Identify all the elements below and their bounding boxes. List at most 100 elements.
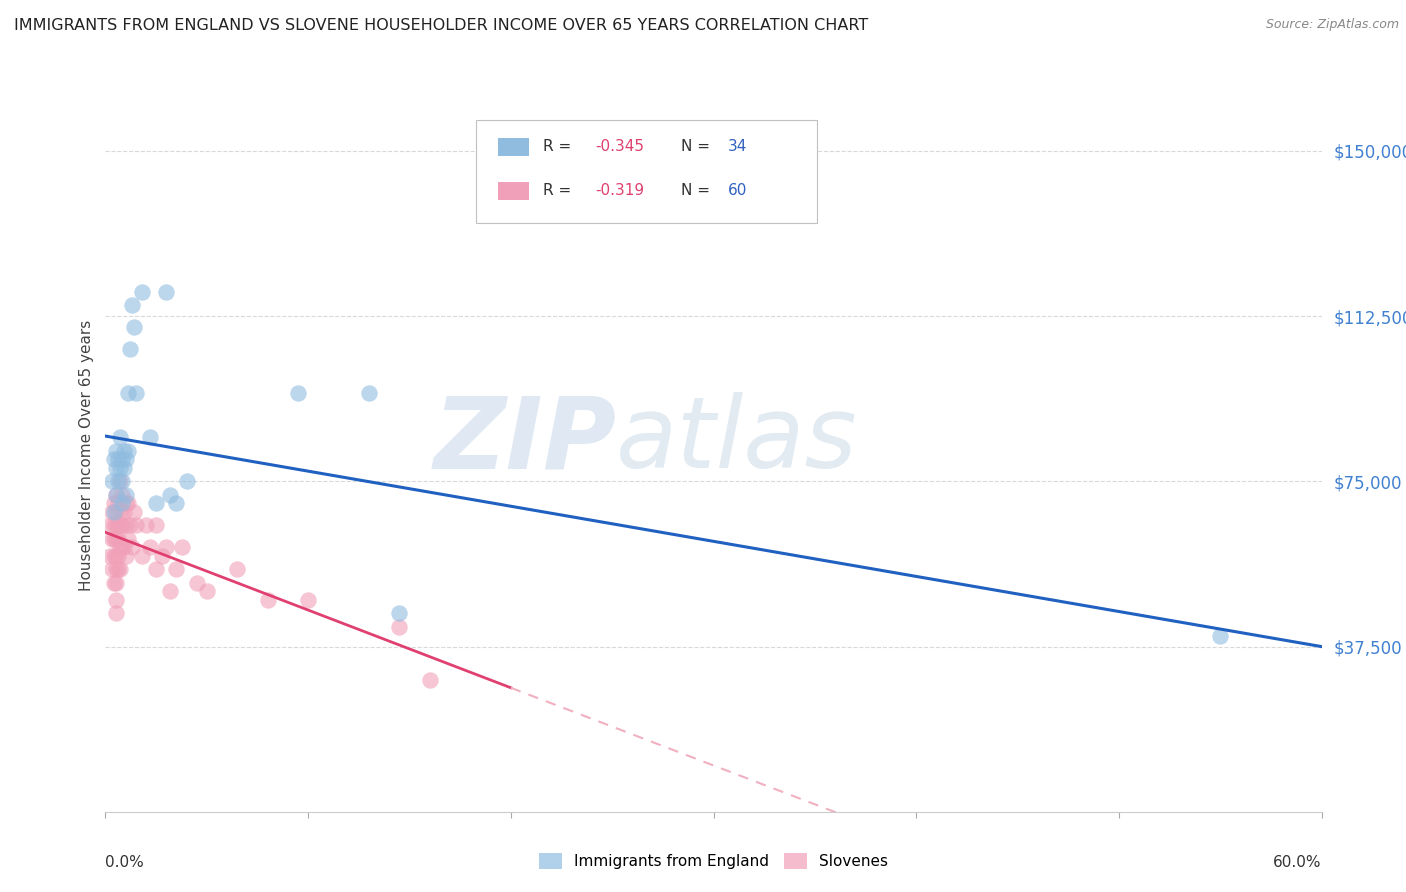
Point <box>104 487 127 501</box>
Point <box>100 562 122 576</box>
Point <box>103 452 125 467</box>
Text: atlas: atlas <box>616 392 858 489</box>
Point <box>155 541 177 555</box>
Point <box>103 549 125 564</box>
Text: 60.0%: 60.0% <box>1274 855 1322 870</box>
Point <box>159 487 181 501</box>
Point <box>111 541 134 555</box>
Point <box>114 496 136 510</box>
Point <box>1209 628 1232 642</box>
Point <box>114 487 136 501</box>
Point <box>145 496 167 510</box>
Point <box>145 562 167 576</box>
Text: N =: N = <box>681 139 714 154</box>
Point <box>103 518 125 533</box>
Point <box>145 518 167 533</box>
Point <box>131 549 153 564</box>
Point <box>226 562 249 576</box>
Point <box>118 342 141 356</box>
Point <box>112 505 135 519</box>
Point <box>150 549 173 564</box>
Point <box>98 549 121 564</box>
Point <box>155 285 177 299</box>
Point <box>114 518 136 533</box>
Point <box>107 452 129 467</box>
Point <box>139 541 162 555</box>
Point <box>111 475 134 489</box>
Point <box>104 593 127 607</box>
Point <box>117 496 139 510</box>
Point <box>388 607 411 621</box>
Point <box>111 496 134 510</box>
Point <box>104 607 127 621</box>
Point <box>111 518 134 533</box>
Point <box>172 541 194 555</box>
Text: IMMIGRANTS FROM ENGLAND VS SLOVENE HOUSEHOLDER INCOME OVER 65 YEARS CORRELATION : IMMIGRANTS FROM ENGLAND VS SLOVENE HOUSE… <box>14 18 869 33</box>
Point <box>108 562 131 576</box>
Point <box>131 285 153 299</box>
Point <box>100 532 122 546</box>
Point <box>112 541 135 555</box>
Point <box>103 575 125 590</box>
Text: -0.319: -0.319 <box>596 184 645 198</box>
Text: Source: ZipAtlas.com: Source: ZipAtlas.com <box>1265 18 1399 31</box>
Y-axis label: Householder Income Over 65 years: Householder Income Over 65 years <box>79 319 94 591</box>
Point <box>108 461 131 475</box>
Bar <box>498 137 529 155</box>
Point <box>104 549 127 564</box>
Point <box>122 505 145 519</box>
Point <box>165 562 187 576</box>
Text: 60: 60 <box>728 184 748 198</box>
Point <box>98 518 121 533</box>
Point <box>100 475 122 489</box>
Point <box>125 386 148 401</box>
Point <box>104 505 127 519</box>
Point <box>165 496 187 510</box>
Point <box>112 443 135 458</box>
Text: -0.345: -0.345 <box>596 139 644 154</box>
Point <box>114 452 136 467</box>
Point <box>186 575 208 590</box>
Point <box>100 505 122 519</box>
Point <box>121 541 143 555</box>
Point <box>287 386 309 401</box>
Point <box>121 298 143 312</box>
Bar <box>498 182 529 200</box>
Point <box>107 549 129 564</box>
Point <box>256 593 278 607</box>
Point <box>357 386 380 401</box>
Point <box>104 518 127 533</box>
Point <box>107 496 129 510</box>
Point <box>107 475 129 489</box>
Point <box>122 320 145 334</box>
Point <box>104 562 127 576</box>
Point <box>104 575 127 590</box>
Point <box>111 452 134 467</box>
Point <box>419 673 441 687</box>
Point <box>117 386 139 401</box>
Point <box>135 518 157 533</box>
Point <box>176 475 198 489</box>
Point <box>103 505 125 519</box>
Point <box>117 443 139 458</box>
Point <box>103 496 125 510</box>
Point <box>111 487 134 501</box>
Text: 34: 34 <box>728 139 748 154</box>
Point <box>118 518 141 533</box>
Point <box>125 518 148 533</box>
Point <box>159 584 181 599</box>
FancyBboxPatch shape <box>477 120 817 223</box>
Text: R =: R = <box>543 184 576 198</box>
Legend: Immigrants from England, Slovenes: Immigrants from England, Slovenes <box>533 847 894 875</box>
Point <box>108 518 131 533</box>
Point <box>107 532 129 546</box>
Point <box>103 532 125 546</box>
Point <box>117 532 139 546</box>
Point <box>107 518 129 533</box>
Point <box>139 430 162 444</box>
Point <box>104 487 127 501</box>
Point <box>114 549 136 564</box>
Point <box>195 584 218 599</box>
Point <box>108 505 131 519</box>
Point <box>108 541 131 555</box>
